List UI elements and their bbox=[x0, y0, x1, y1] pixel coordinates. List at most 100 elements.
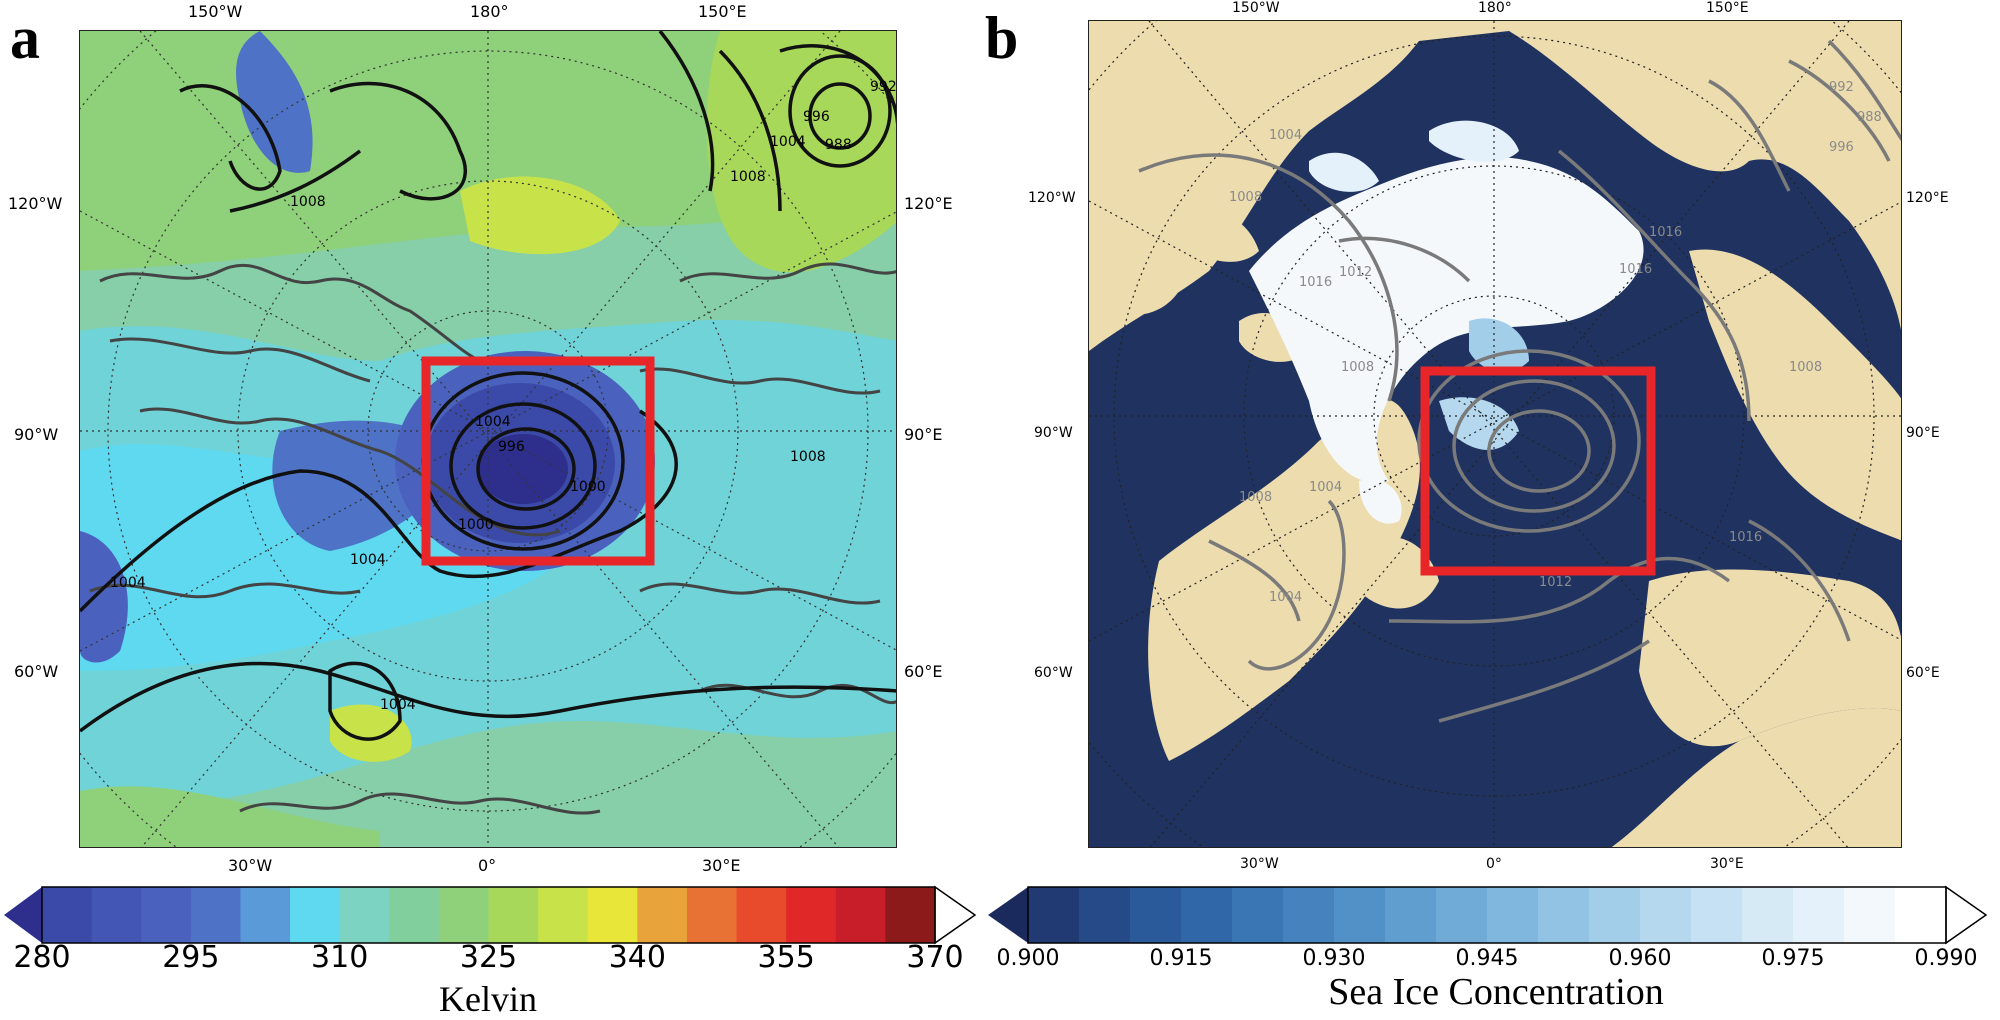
panel-b-lon-bottom-2: 0° bbox=[1486, 856, 1502, 872]
panel-a-lon-bottom-3: 30°E bbox=[702, 856, 741, 875]
panel-b-lat-right-3: 60°E bbox=[1906, 665, 1940, 681]
panel-a-field-svg: 1008 1004 996 1000 1000 1004 1004 1004 1… bbox=[80, 31, 897, 847]
contour-label: 996 bbox=[803, 109, 830, 125]
colorbar-cell bbox=[1589, 887, 1641, 943]
colorbar-cell bbox=[538, 887, 589, 943]
colorbar-cell bbox=[835, 887, 886, 943]
contour-label: 996 bbox=[498, 439, 525, 455]
colorbar-tick-label: 0.930 bbox=[1302, 946, 1366, 971]
colorbar-cell bbox=[1691, 887, 1743, 943]
contour-label: 1008 bbox=[290, 194, 326, 210]
panel-b-greenland bbox=[1148, 399, 1420, 761]
colorbar-a-cells bbox=[42, 887, 936, 943]
panel-b-contour-labels: 1004 1008 1012 1016 1008 1008 1004 1004 … bbox=[1229, 80, 1882, 605]
contour-label: 1000 bbox=[570, 479, 606, 495]
colorbar-cell bbox=[1844, 887, 1896, 943]
contour-label: 1000 bbox=[458, 517, 494, 533]
panel-b-field-svg: 1004 1008 1012 1016 1008 1008 1004 1004 … bbox=[1089, 21, 1901, 847]
panel-b-land-patch bbox=[1189, 212, 1259, 262]
colorbar-cell bbox=[488, 887, 539, 943]
contour-label: 1008 bbox=[1229, 190, 1262, 205]
colorbar-cell bbox=[438, 887, 489, 943]
contour-label: 1008 bbox=[1239, 490, 1272, 505]
colorbar-cell bbox=[91, 887, 142, 943]
colorbar-cell bbox=[1283, 887, 1335, 943]
temperature-cold-edge-west bbox=[80, 531, 128, 663]
panel-b-sea-ice-patch bbox=[1359, 479, 1402, 524]
panel-b-label: b bbox=[985, 5, 1019, 71]
contour-label: 1008 bbox=[790, 449, 826, 465]
colorbar-tick-label: 325 bbox=[459, 940, 518, 975]
panel-b-lat-right-1: 120°E bbox=[1906, 190, 1949, 206]
panel-a-lat-left-2: 90°W bbox=[14, 425, 59, 444]
panel-a-label: a bbox=[10, 5, 40, 71]
contour-label: 1004 bbox=[475, 414, 511, 430]
colorbar-a-frame bbox=[41, 886, 936, 944]
panel-b-colorbar bbox=[988, 885, 1988, 945]
temperature-warm-ne bbox=[706, 31, 896, 273]
colorbar-a-title: Kelvin bbox=[439, 979, 537, 1019]
panel-a-lat-right-1: 120°E bbox=[904, 194, 953, 213]
contour-label: 988 bbox=[1857, 110, 1882, 125]
colorbar-tick-label: 340 bbox=[608, 940, 666, 975]
panel-a-lon-bottom-2: 0° bbox=[478, 856, 497, 875]
colorbar-cell bbox=[1385, 887, 1437, 943]
colorbar-cell bbox=[1334, 887, 1386, 943]
colorbar-b-min-arrow bbox=[988, 887, 1028, 943]
panel-b-sea-ice-patch bbox=[1429, 120, 1519, 162]
colorbar-b-title: Sea Ice Concentration bbox=[1328, 971, 1664, 1013]
colorbar-a-min-arrow bbox=[4, 887, 42, 943]
panel-a-graticule bbox=[80, 31, 896, 847]
panel-a-highlight-box bbox=[421, 356, 655, 566]
temperature-band-south bbox=[80, 786, 380, 847]
panel-b-highlight-box bbox=[1420, 366, 1656, 576]
colorbar-cell bbox=[1079, 887, 1131, 943]
panel-a-lon-bottom-1: 30°W bbox=[228, 856, 273, 875]
contour-label: 1012 bbox=[1339, 265, 1372, 280]
colorbar-tick-label: 370 bbox=[906, 940, 964, 975]
contour-label: 992 bbox=[870, 79, 897, 95]
contour-label: 1004 bbox=[110, 575, 146, 591]
panel-b-lat-left-2: 90°W bbox=[1034, 425, 1073, 441]
panel-b-lat-right-2: 90°E bbox=[1906, 425, 1940, 441]
panel-b-map: 1004 1008 1012 1016 1008 1008 1004 1004 … bbox=[1088, 20, 1902, 848]
colorbar-cell bbox=[686, 887, 738, 943]
colorbar-cell bbox=[389, 887, 440, 943]
colorbar-tick-label: 0.915 bbox=[1149, 946, 1213, 971]
panel-a-lat-right-3: 60°E bbox=[904, 662, 943, 681]
colorbar-cell bbox=[786, 887, 837, 943]
panel-a-map: 1008 1004 996 1000 1000 1004 1004 1004 1… bbox=[79, 30, 897, 848]
colorbar-cell bbox=[1538, 887, 1590, 943]
contour-label: 1008 bbox=[1341, 360, 1374, 375]
colorbar-cell bbox=[240, 887, 291, 943]
contour-label: 1016 bbox=[1649, 225, 1682, 240]
contour-label: 1008 bbox=[1789, 360, 1822, 375]
colorbar-cell bbox=[1487, 887, 1539, 943]
colorbar-tick-label: 0.960 bbox=[1608, 946, 1672, 971]
colorbar-cell bbox=[42, 887, 93, 943]
temperature-warm-south bbox=[330, 704, 412, 762]
panel-b-lat-left-1: 120°W bbox=[1028, 190, 1076, 206]
contour-label: 1004 bbox=[1269, 128, 1302, 143]
panel-a-lat-left-1: 120°W bbox=[8, 194, 63, 213]
colorbar-cell bbox=[587, 887, 638, 943]
colorbar-cell bbox=[885, 887, 936, 943]
contour-label: 1008 bbox=[730, 169, 766, 185]
contour-label: 1004 bbox=[770, 134, 806, 150]
colorbar-cell bbox=[290, 887, 341, 943]
colorbar-b-max-arrow bbox=[1945, 885, 1988, 945]
colorbar-b-frame bbox=[1027, 886, 1947, 944]
contour-label: 988 bbox=[825, 137, 852, 153]
panel-a-lon-top-1: 150°W bbox=[188, 2, 243, 21]
panel-b-sea-ice-patch bbox=[1309, 152, 1379, 192]
contour-label: 1016 bbox=[1619, 262, 1652, 277]
colorbar-tick-label: 280 bbox=[13, 940, 71, 975]
colorbar-cell bbox=[637, 887, 688, 943]
colorbar-b-cells bbox=[1028, 887, 1947, 943]
colorbar-cell bbox=[339, 887, 390, 943]
colorbar-cell bbox=[1181, 887, 1233, 943]
temperature-warm-pocket bbox=[460, 176, 620, 255]
panel-a-contour-labels: 1008 1004 996 1000 1000 1004 1004 1004 1… bbox=[110, 79, 897, 713]
panel-a-lat-left-3: 60°W bbox=[14, 662, 59, 681]
colorbar-cell bbox=[1742, 887, 1794, 943]
